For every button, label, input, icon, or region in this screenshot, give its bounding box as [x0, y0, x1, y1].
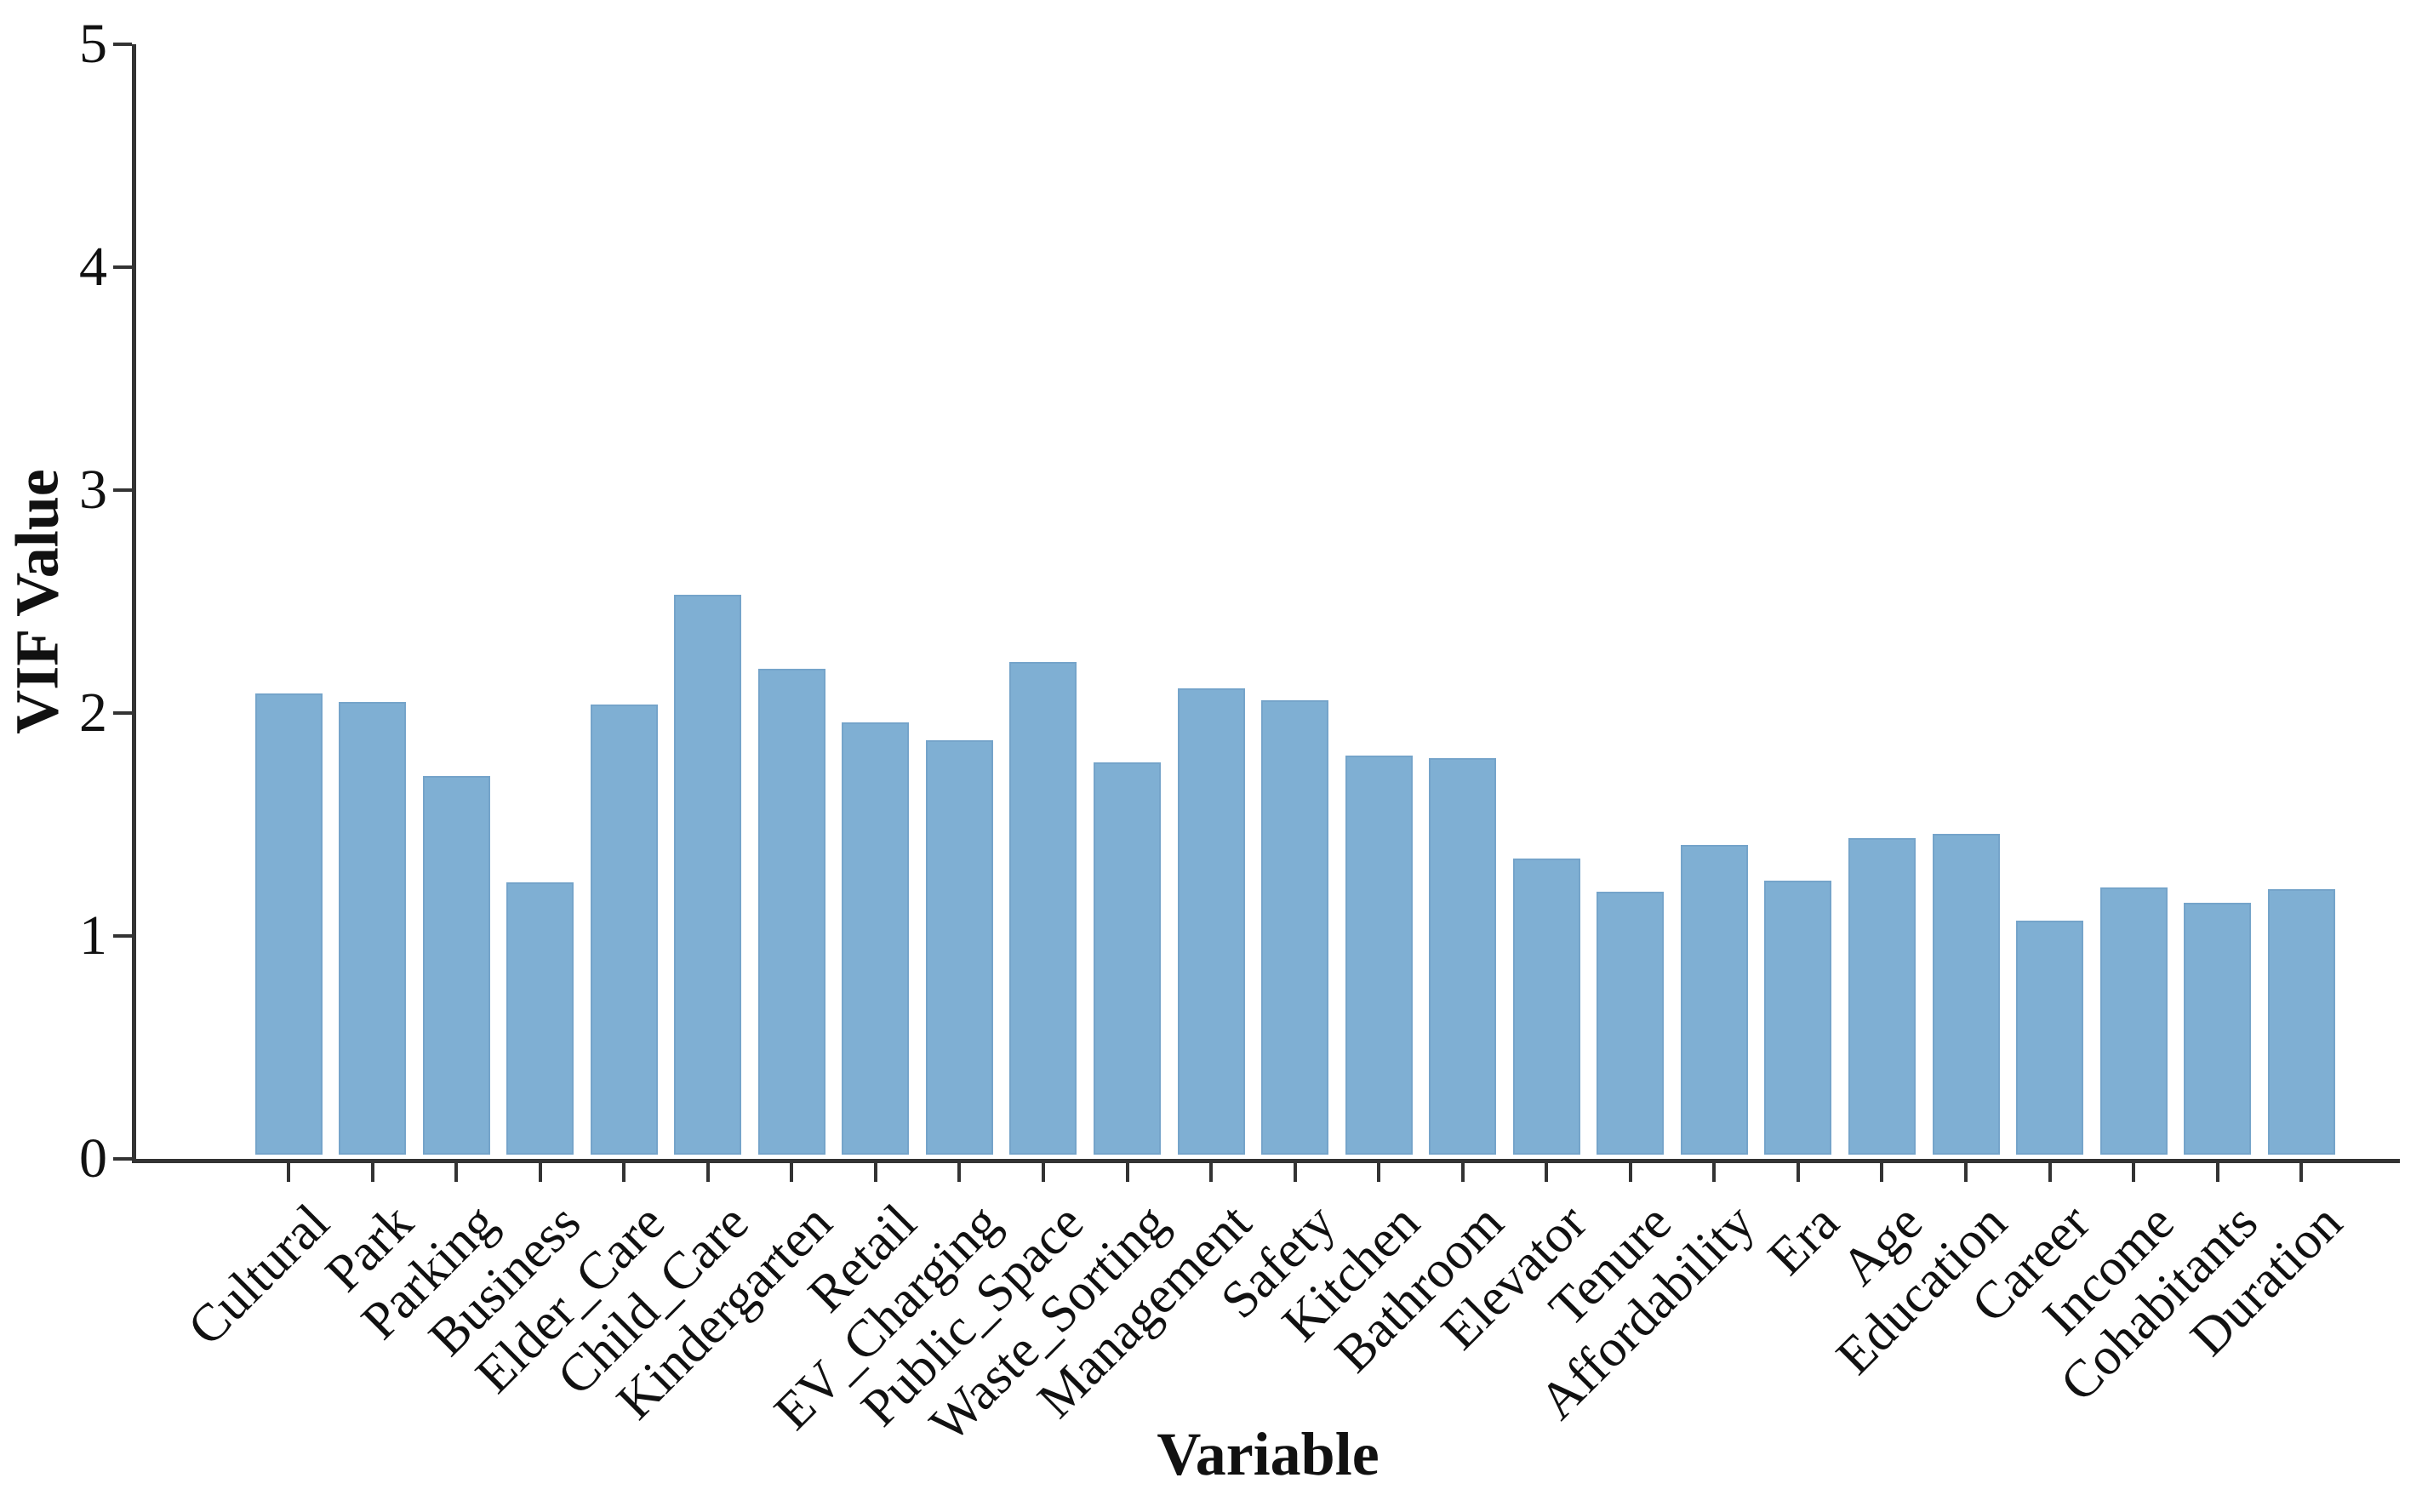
x-tick-mark-retail	[873, 1163, 877, 1182]
x-tick-mark-child_care	[705, 1163, 710, 1182]
bar-retail	[842, 722, 910, 1155]
x-tick-mark-elder_care	[622, 1163, 626, 1182]
x-tick-mark-career	[2048, 1163, 2052, 1182]
y-tick-mark-0	[113, 1157, 132, 1161]
x-tick-mark-affordability	[1712, 1163, 1717, 1182]
x-tick-mark-management	[1209, 1163, 1214, 1182]
x-axis-spine	[132, 1159, 2400, 1163]
y-tick-mark-4	[113, 265, 132, 269]
bar-elder_care	[590, 704, 658, 1155]
bar-ev_charging	[925, 739, 993, 1155]
bar-elevator	[1512, 858, 1580, 1155]
x-tick-mark-bathroom	[1460, 1163, 1465, 1182]
y-tick-label-0: 0	[79, 1127, 107, 1190]
x-tick-mark-era	[1796, 1163, 1800, 1182]
y-tick-label-1: 1	[79, 904, 107, 967]
bar-duration	[2267, 889, 2335, 1155]
x-tick-mark-cohabitants	[2215, 1163, 2219, 1182]
bar-affordability	[1680, 844, 1748, 1155]
x-tick-mark-cultural	[287, 1163, 290, 1182]
y-tick-label-4: 4	[79, 236, 107, 298]
y-tick-mark-5	[113, 43, 132, 46]
bar-management	[1177, 688, 1245, 1155]
bar-education	[1932, 833, 2000, 1155]
x-tick-mark-public_space	[1041, 1163, 1045, 1182]
bar-cohabitants	[2184, 902, 2252, 1155]
x-tick-mark-parking	[454, 1163, 459, 1182]
y-tick-label-5: 5	[79, 13, 107, 75]
bar-park	[339, 702, 407, 1155]
bar-income	[2099, 887, 2168, 1155]
x-tick-mark-ev_charging	[957, 1163, 962, 1182]
bar-career	[2016, 920, 2084, 1155]
bar-child_care	[674, 595, 742, 1155]
x-tick-mark-income	[2132, 1163, 2136, 1182]
bar-kindergarten	[757, 668, 825, 1155]
bar-cultural	[254, 693, 323, 1155]
x-tick-mark-tenure	[1628, 1163, 1632, 1182]
x-tick-mark-elevator	[1545, 1163, 1549, 1182]
x-tick-mark-kindergarten	[790, 1163, 794, 1182]
y-tick-mark-2	[113, 711, 132, 715]
x-tick-mark-age	[1880, 1163, 1884, 1182]
bar-era	[1764, 880, 1832, 1155]
x-tick-mark-waste_sorting	[1125, 1163, 1129, 1182]
x-tick-mark-park	[370, 1163, 374, 1182]
y-tick-mark-1	[113, 934, 132, 938]
bar-age	[1848, 837, 1916, 1155]
bar-tenure	[1597, 891, 1665, 1155]
x-tick-mark-kitchen	[1377, 1163, 1381, 1182]
y-tick-label-2: 2	[79, 682, 107, 744]
x-tick-mark-duration	[2299, 1163, 2304, 1182]
x-tick-label-text: Cultural	[176, 1193, 340, 1357]
y-axis-spine	[132, 44, 136, 1163]
bar-bathroom	[1429, 757, 1497, 1155]
x-tick-mark-education	[1964, 1163, 1968, 1182]
x-axis-title: Variable	[1157, 1420, 1380, 1488]
bar-kitchen	[1345, 756, 1413, 1155]
bar-waste_sorting	[1094, 762, 1161, 1155]
bar-parking	[422, 775, 490, 1155]
x-tick-label-text: Era	[1757, 1193, 1850, 1287]
bar-public_space	[1009, 661, 1077, 1155]
bar-business	[506, 882, 574, 1155]
x-tick-mark-business	[538, 1163, 542, 1182]
bar-safety	[1261, 699, 1329, 1155]
y-tick-label-3: 3	[79, 459, 107, 521]
x-tick-mark-safety	[1293, 1163, 1297, 1182]
y-tick-mark-3	[113, 488, 132, 492]
